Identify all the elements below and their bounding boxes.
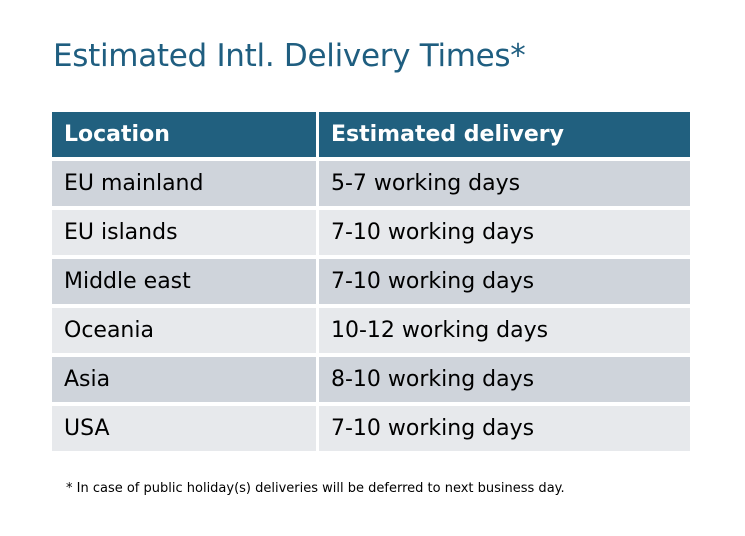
delivery-time-cell: 8-10 working days <box>319 357 690 402</box>
table-row: Asia 8-10 working days <box>52 357 690 402</box>
location-cell: EU mainland <box>52 161 316 206</box>
location-cell: Asia <box>52 357 316 402</box>
column-header-location: Location <box>52 112 316 157</box>
table-row: EU mainland 5-7 working days <box>52 161 690 206</box>
delivery-times-table: Location Estimated delivery EU mainland 5… <box>49 108 693 455</box>
table-row: USA 7-10 working days <box>52 406 690 451</box>
location-cell: USA <box>52 406 316 451</box>
delivery-time-cell: 5-7 working days <box>319 161 690 206</box>
column-header-estimated-delivery: Estimated delivery <box>319 112 690 157</box>
delivery-time-cell: 10-12 working days <box>319 308 690 353</box>
table-row: Oceania 10-12 working days <box>52 308 690 353</box>
table-row: EU islands 7-10 working days <box>52 210 690 255</box>
location-cell: Oceania <box>52 308 316 353</box>
delivery-time-cell: 7-10 working days <box>319 406 690 451</box>
table-row: Middle east 7-10 working days <box>52 259 690 304</box>
footnote: * In case of public holiday(s) deliverie… <box>66 481 565 496</box>
delivery-time-cell: 7-10 working days <box>319 259 690 304</box>
location-cell: Middle east <box>52 259 316 304</box>
page-title: Estimated Intl. Delivery Times* <box>53 38 526 74</box>
location-cell: EU islands <box>52 210 316 255</box>
table-header-row: Location Estimated delivery <box>52 112 690 157</box>
delivery-time-cell: 7-10 working days <box>319 210 690 255</box>
